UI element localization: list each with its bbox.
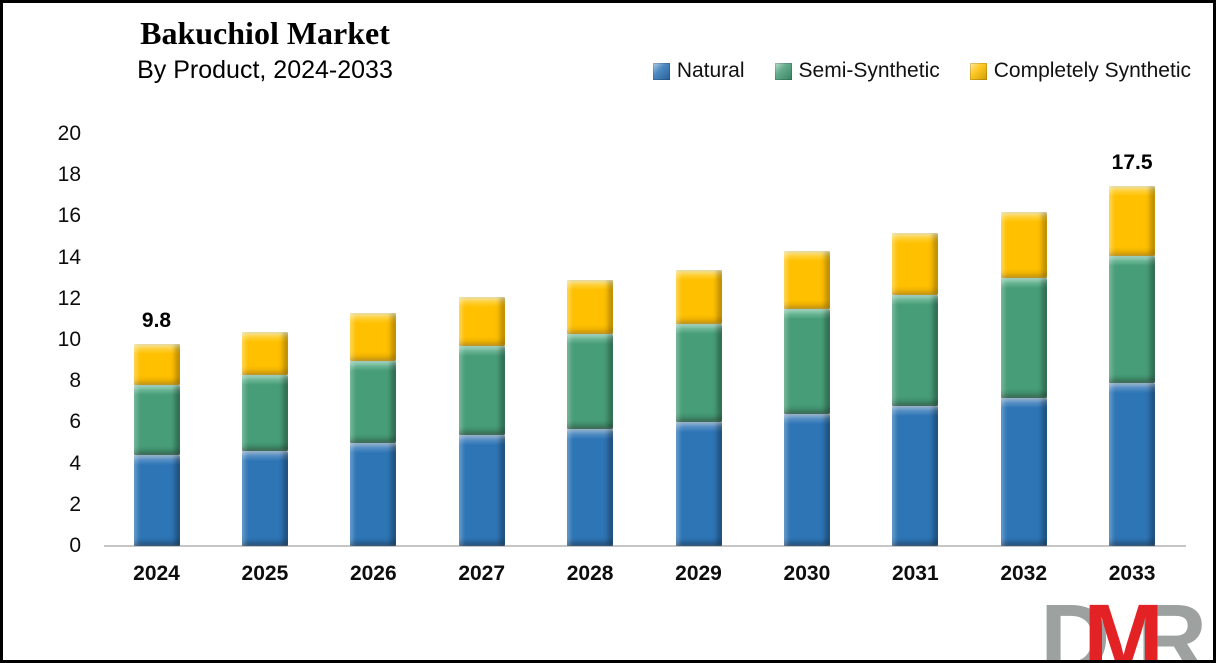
x-axis-label-2032: 2032 xyxy=(1000,562,1048,585)
x-axis-label-2031: 2031 xyxy=(891,562,939,585)
chart-subtitle: By Product, 2024-2033 xyxy=(137,56,393,84)
bar-2026-semi-synthetic xyxy=(350,360,396,443)
y-axis-label: 4 xyxy=(69,451,81,475)
bar-2025-semi-synthetic xyxy=(242,375,288,452)
y-axis-label: 8 xyxy=(69,369,81,393)
y-axis-label: 0 xyxy=(69,534,81,557)
bar-2028-completely-synthetic xyxy=(567,280,613,334)
legend-label: Semi-Synthetic xyxy=(798,59,940,82)
logo-letter: D xyxy=(1040,584,1111,663)
y-axis-label: 16 xyxy=(57,204,81,228)
x-axis-label-2024: 2024 xyxy=(133,562,180,585)
bar-2033-semi-synthetic xyxy=(1109,255,1155,384)
bar-2024-semi-synthetic xyxy=(134,385,180,456)
legend-item-semi-synthetic: Semi-Synthetic xyxy=(774,59,940,83)
y-axis-label: 18 xyxy=(57,163,81,187)
bar-2032-semi-synthetic xyxy=(1001,278,1047,398)
logo-letter: M xyxy=(1083,584,1164,663)
y-axis-label: 20 xyxy=(57,122,81,145)
bar-2024-natural xyxy=(134,455,180,546)
bar-2027-natural xyxy=(459,434,505,546)
x-axis-label-2027: 2027 xyxy=(458,562,506,585)
y-axis-label: 14 xyxy=(57,245,81,269)
y-axis-label: 2 xyxy=(69,492,81,516)
bar-2027-completely-synthetic xyxy=(459,296,505,347)
x-axis-label-2028: 2028 xyxy=(566,562,614,585)
x-axis-line xyxy=(104,545,1186,547)
y-axis-label: 6 xyxy=(69,410,81,434)
bar-2031-natural xyxy=(892,405,938,546)
logo-letter: R xyxy=(1136,584,1207,663)
bar-2033-natural xyxy=(1109,383,1155,546)
y-axis-label: 12 xyxy=(57,286,81,310)
legend-item-completely-synthetic: Completely Synthetic xyxy=(969,59,1191,83)
bar-2028-natural xyxy=(567,428,613,546)
y-axis-label: 10 xyxy=(57,328,81,351)
bar-2030-natural xyxy=(784,414,830,546)
bar-value-label-2033: 17.5 xyxy=(1111,150,1153,174)
x-axis-label-2030: 2030 xyxy=(783,562,831,585)
legend-label: Completely Synthetic xyxy=(993,59,1191,82)
bar-2031-completely-synthetic xyxy=(892,232,938,295)
bar-2030-completely-synthetic xyxy=(784,251,830,310)
bar-2029-completely-synthetic xyxy=(676,269,722,324)
bar-2025-completely-synthetic xyxy=(242,331,288,375)
legend-marker-icon xyxy=(969,62,987,80)
x-axis-label-2025: 2025 xyxy=(241,562,289,585)
bar-2025-natural xyxy=(242,451,288,546)
bar-2032-natural xyxy=(1001,397,1047,546)
bar-2031-semi-synthetic xyxy=(892,294,938,406)
bar-2029-natural xyxy=(676,422,722,546)
bar-2028-semi-synthetic xyxy=(567,333,613,429)
legend-item-natural: Natural xyxy=(652,59,745,83)
x-axis-label-2033: 2033 xyxy=(1108,562,1156,585)
bar-2027-semi-synthetic xyxy=(459,346,505,435)
bar-2024-completely-synthetic xyxy=(134,344,180,386)
legend-label: Natural xyxy=(676,59,745,82)
bar-2030-semi-synthetic xyxy=(784,309,830,415)
bar-2026-natural xyxy=(350,443,396,546)
bar-2026-completely-synthetic xyxy=(350,313,396,361)
bar-value-label-2024: 9.8 xyxy=(141,309,172,333)
legend: Natural Semi-Synthetic Completely Syntheti… xyxy=(652,59,1191,83)
x-axis-label-2029: 2029 xyxy=(675,562,722,585)
bar-2032-completely-synthetic xyxy=(1001,212,1047,279)
legend-marker-icon xyxy=(652,62,670,80)
x-axis-label-2026: 2026 xyxy=(349,562,397,585)
bar-2033-completely-synthetic xyxy=(1109,185,1155,256)
chart-title: Bakuchiol Market xyxy=(140,15,390,51)
title-block: Bakuchiol Market By Product, 2024-2033 xyxy=(61,13,469,85)
bar-2029-semi-synthetic xyxy=(676,323,722,423)
legend-marker-icon xyxy=(774,62,792,80)
